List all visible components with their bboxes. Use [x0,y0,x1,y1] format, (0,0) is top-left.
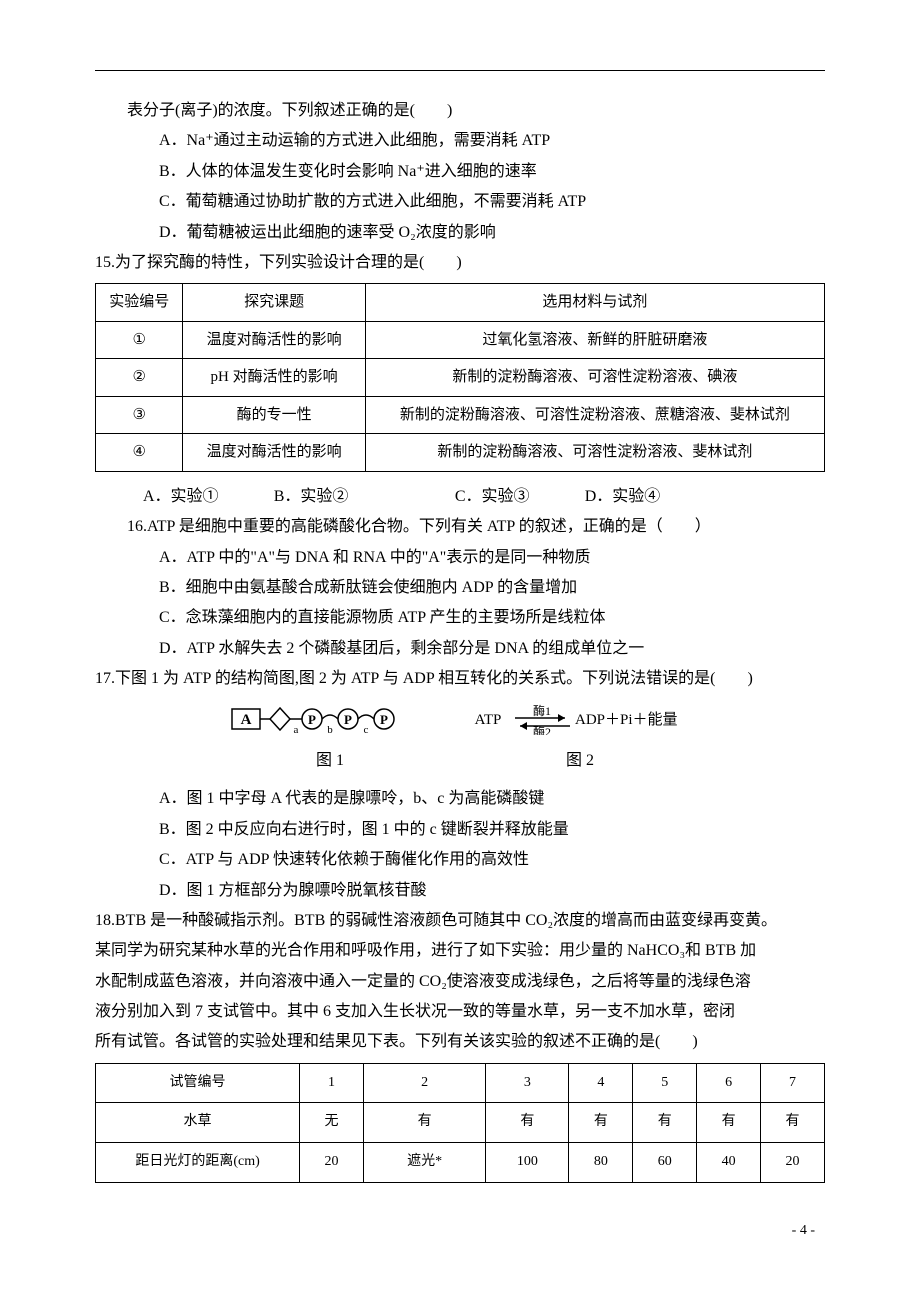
cell: 80 [569,1143,633,1183]
cell: ③ [96,396,183,434]
cell: 40 [697,1143,761,1183]
svg-text:P: P [308,712,316,727]
q14-option-a: A．Na⁺通过主动运输的方式进入此细胞，需要消耗 ATP [95,126,825,156]
cell: 2 [363,1063,485,1103]
cell: 20 [300,1143,364,1183]
q18-table: 试管编号 1 2 3 4 5 6 7 水草 无 有 有 有 有 有 有 距日光灯… [95,1063,825,1183]
cell: 酶的专一性 [183,396,365,434]
cell: 有 [697,1103,761,1143]
figure-1: A a P b P c P 图 1 [230,703,430,777]
top-divider [95,70,825,71]
q17-option-b: B．图 2 中反应向右进行时，图 1 中的 c 键断裂并释放能量 [95,815,825,845]
table-row: ② pH 对酶活性的影响 新制的淀粉酶溶液、可溶性淀粉溶液、碘液 [96,359,825,397]
cell: 新制的淀粉酶溶液、可溶性淀粉溶液、碘液 [365,359,824,397]
q16-option-d: D．ATP 水解失去 2 个磷酸基团后，剩余部分是 DNA 的组成单位之一 [95,634,825,664]
cell: 3 [486,1063,569,1103]
cell: 有 [569,1103,633,1143]
cell: 6 [697,1063,761,1103]
cell: 温度对酶活性的影响 [183,321,365,359]
atp-structure-icon: A a P b P c P [230,703,430,735]
cell: 无 [300,1103,364,1143]
cell: ② [96,359,183,397]
cell: ④ [96,434,183,472]
q17-option-a: A．图 1 中字母 A 代表的是腺嘌呤，b、c 为高能磷酸键 [95,784,825,814]
cell: 有 [761,1103,825,1143]
cell: 距日光灯的距离(cm) [96,1143,300,1183]
q15-table: 实验编号 探究课题 选用材料与试剂 ① 温度对酶活性的影响 过氧化氢溶液、新鲜的… [95,283,825,472]
figure-2-label: 图 2 [470,746,690,776]
table-row: 水草 无 有 有 有 有 有 有 [96,1103,825,1143]
q15-stem: 15.为了探究酶的特性，下列实验设计合理的是( ) [95,248,825,278]
q16-stem: 16.ATP 是细胞中重要的高能磷酸化合物。下列有关 ATP 的叙述，正确的是（… [95,512,825,542]
q15-option-a: A．实验① [143,488,219,505]
figure-row: A a P b P c P 图 1 ATP 酶1 酶2 ADP＋Pi＋能 [95,703,825,777]
q17-stem: 17.下图 1 为 ATP 的结构简图,图 2 为 ATP 与 ADP 相互转化… [95,664,825,694]
table-row: ① 温度对酶活性的影响 过氧化氢溶液、新鲜的肝脏研磨液 [96,321,825,359]
cell: 60 [633,1143,697,1183]
cell: 20 [761,1143,825,1183]
table-row: 试管编号 1 2 3 4 5 6 7 [96,1063,825,1103]
figure-2: ATP 酶1 酶2 ADP＋Pi＋能量 图 2 [470,703,690,777]
svg-text:酶1: 酶1 [533,703,551,718]
cell: 4 [569,1063,633,1103]
cell: 有 [363,1103,485,1143]
cell: 新制的淀粉酶溶液、可溶性淀粉溶液、蔗糖溶液、斐林试剂 [365,396,824,434]
svg-text:P: P [344,712,352,727]
q16-option-c: C．念珠藻细胞内的直接能源物质 ATP 产生的主要场所是线粒体 [95,603,825,633]
svg-text:ADP＋Pi＋能量: ADP＋Pi＋能量 [575,711,678,728]
q18-stem-l1: 18.BTB 是一种酸碱指示剂。BTB 的弱碱性溶液颜色可随其中 CO₂浓度的增… [95,906,825,936]
q15-option-d: D．实验④ [585,488,661,505]
q17-option-d: D．图 1 方框部分为腺嘌呤脱氧核苷酸 [95,876,825,906]
q16-option-a: A．ATP 中的"A"与 DNA 和 RNA 中的"A"表示的是同一种物质 [95,543,825,573]
cell: 有 [633,1103,697,1143]
svg-text:c: c [364,724,369,735]
cell: 选用材料与试剂 [365,284,824,322]
cell: 过氧化氢溶液、新鲜的肝脏研磨液 [365,321,824,359]
cell: pH 对酶活性的影响 [183,359,365,397]
q17-option-c: C．ATP 与 ADP 快速转化依赖于酶催化作用的高效性 [95,845,825,875]
q18-stem-l2: 某同学为研究某种水草的光合作用和呼吸作用，进行了如下实验：用少量的 NaHCO₃… [95,936,825,966]
svg-text:ATP: ATP [475,712,502,728]
table-row: ③ 酶的专一性 新制的淀粉酶溶液、可溶性淀粉溶液、蔗糖溶液、斐林试剂 [96,396,825,434]
cell: 1 [300,1063,364,1103]
atp-adp-reaction-icon: ATP 酶1 酶2 ADP＋Pi＋能量 [470,703,690,735]
cell: ① [96,321,183,359]
table-row: ④ 温度对酶活性的影响 新制的淀粉酶溶液、可溶性淀粉溶液、斐林试剂 [96,434,825,472]
cell: 试管编号 [96,1063,300,1103]
cell: 100 [486,1143,569,1183]
q14-option-b: B．人体的体温发生变化时会影响 Na⁺进入细胞的速率 [95,157,825,187]
cell: 5 [633,1063,697,1103]
q16-option-b: B．细胞中由氨基酸合成新肽链会使细胞内 ADP 的含量增加 [95,573,825,603]
svg-text:A: A [241,712,252,728]
svg-text:P: P [380,712,388,727]
cell: 7 [761,1063,825,1103]
figure-1-label: 图 1 [230,746,430,776]
svg-text:a: a [294,724,299,735]
table-row: 实验编号 探究课题 选用材料与试剂 [96,284,825,322]
q15-option-c: C．实验③ [455,488,530,505]
q18-stem-l4: 液分别加入到 7 支试管中。其中 6 支加入生长状况一致的等量水草，另一支不加水… [95,997,825,1027]
cell: 遮光* [363,1143,485,1183]
q18-stem-l5: 所有试管。各试管的实验处理和结果见下表。下列有关该实验的叙述不正确的是( ) [95,1027,825,1057]
cell: 温度对酶活性的影响 [183,434,365,472]
q15-option-b: B．实验② [274,488,349,505]
cell: 有 [486,1103,569,1143]
q18-stem-l3: 水配制成蓝色溶液，并向溶液中通入一定量的 CO₂使溶液变成浅绿色，之后将等量的浅… [95,967,825,997]
cell: 探究课题 [183,284,365,322]
q14-option-d: D．葡萄糖被运出此细胞的速率受 O₂浓度的影响 [95,218,825,248]
q14-option-c: C．葡萄糖通过协助扩散的方式进入此细胞，不需要消耗 ATP [95,187,825,217]
cell: 实验编号 [96,284,183,322]
svg-text:酶2: 酶2 [533,724,551,735]
cell: 水草 [96,1103,300,1143]
q14-lead-in: 表分子(离子)的浓度。下列叙述正确的是( ) [95,96,825,126]
svg-text:b: b [327,724,333,735]
q15-options-line: A．实验① B．实验② C．实验③ D．实验④ [95,482,825,512]
cell: 新制的淀粉酶溶液、可溶性淀粉溶液、斐林试剂 [365,434,824,472]
table-row: 距日光灯的距离(cm) 20 遮光* 100 80 60 40 20 [96,1143,825,1183]
page-number: - 4 - [95,1218,825,1245]
